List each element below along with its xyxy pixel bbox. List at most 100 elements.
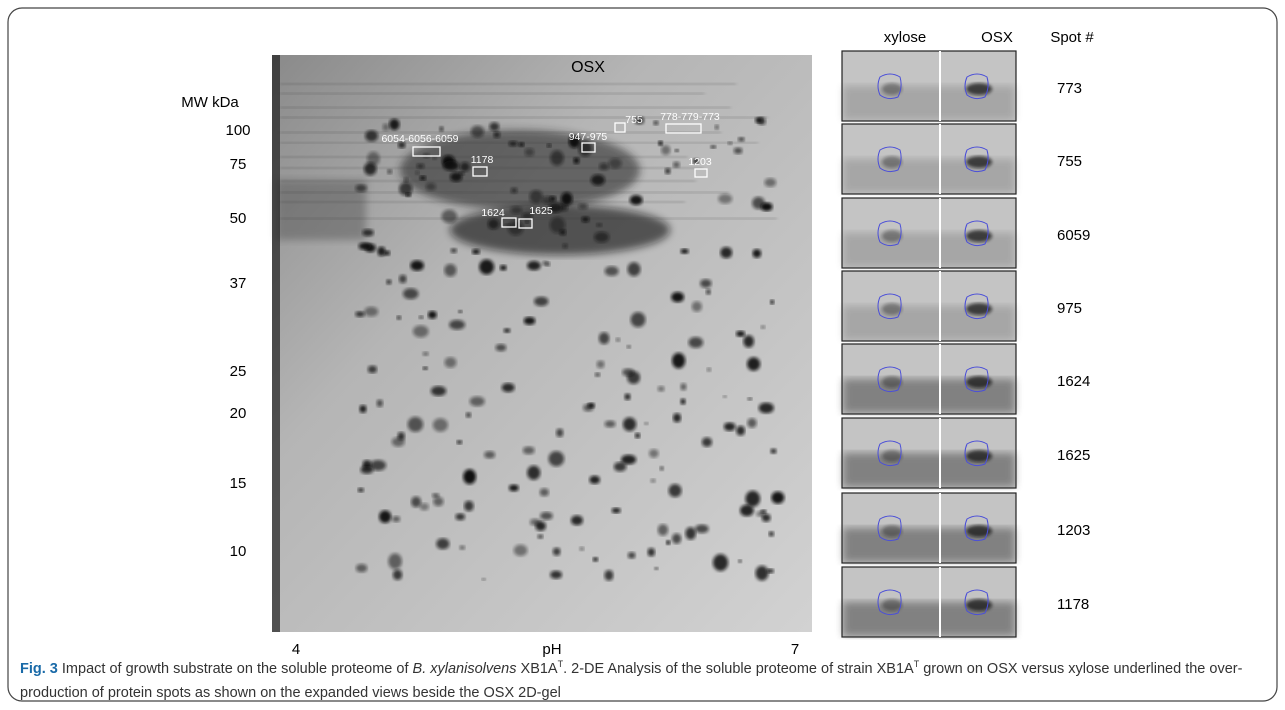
spot — [770, 300, 774, 305]
spot — [755, 117, 763, 123]
mw-marker: 10 — [230, 543, 247, 560]
spot — [666, 540, 670, 545]
spot-label: 755 — [625, 114, 643, 126]
spot — [542, 261, 548, 266]
spot — [658, 386, 665, 392]
spot — [672, 533, 681, 544]
spot-number: 1625 — [1057, 447, 1090, 464]
spot — [399, 182, 412, 195]
spot — [439, 126, 443, 131]
spot — [583, 404, 594, 412]
spot — [496, 344, 507, 351]
spot — [406, 193, 411, 197]
spot — [715, 125, 719, 130]
spot-number: 755 — [1057, 153, 1082, 170]
spot — [458, 310, 462, 313]
spot — [509, 485, 519, 492]
spot — [511, 188, 518, 194]
spot — [669, 484, 682, 497]
spot — [761, 202, 773, 211]
spot — [463, 469, 476, 484]
spot — [553, 548, 561, 556]
spot — [383, 123, 390, 131]
spot — [743, 335, 754, 347]
spot — [658, 524, 668, 536]
mw-marker: 15 — [230, 475, 247, 492]
spot — [500, 265, 507, 271]
spot — [771, 491, 784, 503]
spot — [367, 152, 380, 166]
spot — [671, 292, 684, 302]
spot — [579, 547, 584, 551]
spot — [459, 545, 465, 550]
spot — [675, 149, 679, 152]
smear — [276, 180, 366, 240]
lane — [272, 55, 280, 632]
spot — [525, 220, 529, 223]
panel-spot — [882, 376, 902, 388]
spot — [479, 259, 494, 274]
spot — [707, 367, 711, 371]
spot — [680, 383, 686, 390]
panel-header: OSX — [981, 29, 1013, 46]
spot — [364, 307, 378, 317]
panel-spot — [882, 525, 902, 537]
spot — [747, 357, 760, 371]
spot — [745, 491, 760, 507]
spot — [523, 446, 535, 454]
panel-spot — [882, 230, 902, 242]
spot — [627, 262, 640, 276]
spot — [685, 527, 696, 540]
spot — [759, 403, 774, 414]
spot — [623, 417, 636, 431]
spot — [599, 163, 609, 171]
mw-marker: 37 — [230, 275, 247, 292]
caption-text: Impact of growth substrate on the solubl… — [20, 661, 1242, 701]
spot — [460, 162, 470, 172]
mw-marker: 75 — [230, 156, 247, 173]
spot — [524, 317, 536, 325]
spot — [442, 210, 458, 223]
spot — [356, 564, 367, 573]
spot — [549, 451, 565, 466]
spot — [734, 147, 743, 154]
spot — [561, 192, 573, 205]
spot — [609, 158, 622, 169]
spot — [597, 360, 605, 368]
streak — [280, 167, 704, 169]
spot — [525, 148, 535, 156]
spot — [411, 497, 421, 508]
spot — [355, 184, 366, 192]
spot — [436, 538, 449, 549]
spot-number: 1203 — [1057, 522, 1090, 539]
panel-spot — [882, 599, 902, 611]
spot — [573, 157, 579, 164]
spot — [747, 397, 752, 400]
spot — [514, 545, 528, 557]
spot — [504, 328, 511, 332]
spot — [550, 150, 564, 165]
spot — [627, 345, 631, 348]
spot — [680, 249, 688, 254]
spot — [444, 264, 456, 277]
spot — [403, 288, 418, 299]
spot — [387, 169, 392, 174]
spot-number: 1178 — [1057, 596, 1089, 613]
spot — [593, 557, 598, 562]
spot — [591, 175, 605, 186]
spot — [511, 206, 522, 214]
spot — [493, 132, 500, 138]
spot — [484, 451, 495, 459]
spot — [594, 232, 609, 243]
streak — [280, 93, 704, 95]
spot — [738, 559, 742, 562]
spot — [509, 141, 518, 146]
spot — [433, 497, 443, 506]
spot-number: 1624 — [1057, 373, 1090, 390]
spot-number: 975 — [1057, 300, 1082, 317]
spot — [444, 357, 456, 368]
spot-label: 1625 — [529, 205, 553, 217]
caption-part: . 2-DE Analysis of the soluble proteome … — [563, 661, 914, 677]
spot — [710, 145, 716, 148]
